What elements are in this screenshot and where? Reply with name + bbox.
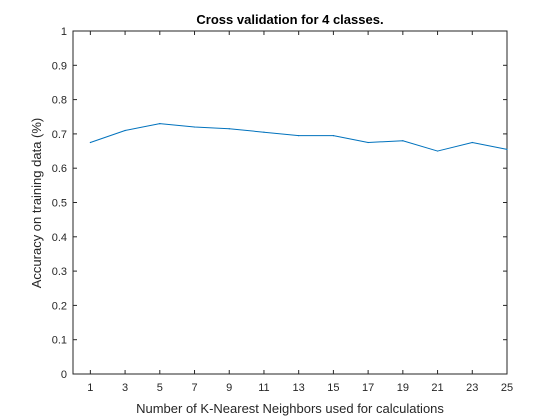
y-tick-label: 0.7 (52, 129, 67, 141)
x-tick-label: 7 (191, 382, 197, 394)
x-tick-label: 21 (431, 382, 443, 394)
x-tick-label: 13 (293, 382, 305, 394)
x-axis-ticks: 1 3 5 7 9 11 13 15 17 19 21 23 25 (87, 31, 513, 394)
data-point (436, 150, 439, 152)
plot-area (72, 30, 508, 375)
y-tick-label: 0.3 (52, 266, 67, 278)
data-point (89, 141, 91, 144)
x-tick-label: 11 (258, 382, 269, 394)
data-point (193, 126, 196, 128)
chart-title: Cross validation for 4 classes. (196, 12, 383, 27)
x-tick-label: 19 (397, 382, 409, 394)
y-tick-label: 0.2 (52, 300, 67, 312)
data-point (367, 141, 369, 144)
data-point (124, 129, 126, 132)
x-tick-label: 15 (327, 382, 339, 394)
y-tick-label: 1 (61, 26, 67, 38)
x-axis-label: Number of K-Nearest Neighbors used for c… (136, 401, 444, 416)
data-point (298, 135, 300, 137)
y-axis-ticks: 0 0.1 0.2 0.3 0.4 0.5 0.6 0.7 0.8 0.9 1 (52, 26, 507, 381)
data-point (263, 131, 265, 133)
x-tick-label: 9 (226, 382, 232, 394)
y-tick-label: 0.5 (52, 198, 67, 210)
data-point (471, 141, 473, 144)
x-tick-label: 23 (466, 382, 478, 394)
x-tick-label: 17 (362, 382, 374, 394)
y-tick-label: 0.1 (52, 335, 67, 347)
y-tick-label: 0 (61, 369, 67, 381)
y-axis-label: Accuracy on training data (%) (29, 118, 44, 289)
x-tick-label: 1 (87, 382, 93, 394)
x-tick-label: 5 (157, 382, 163, 394)
y-tick-label: 0.6 (52, 163, 67, 175)
series-layer (89, 123, 508, 152)
y-tick-label: 0.9 (52, 60, 67, 72)
data-point (402, 140, 404, 142)
y-tick-label: 0.4 (52, 232, 67, 244)
data-point (159, 123, 161, 125)
x-tick-label: 3 (122, 382, 128, 394)
data-point (332, 135, 334, 137)
data-point (506, 148, 508, 150)
data-point (228, 128, 230, 130)
x-tick-label: 25 (501, 382, 513, 394)
y-tick-label: 0.8 (52, 95, 67, 107)
